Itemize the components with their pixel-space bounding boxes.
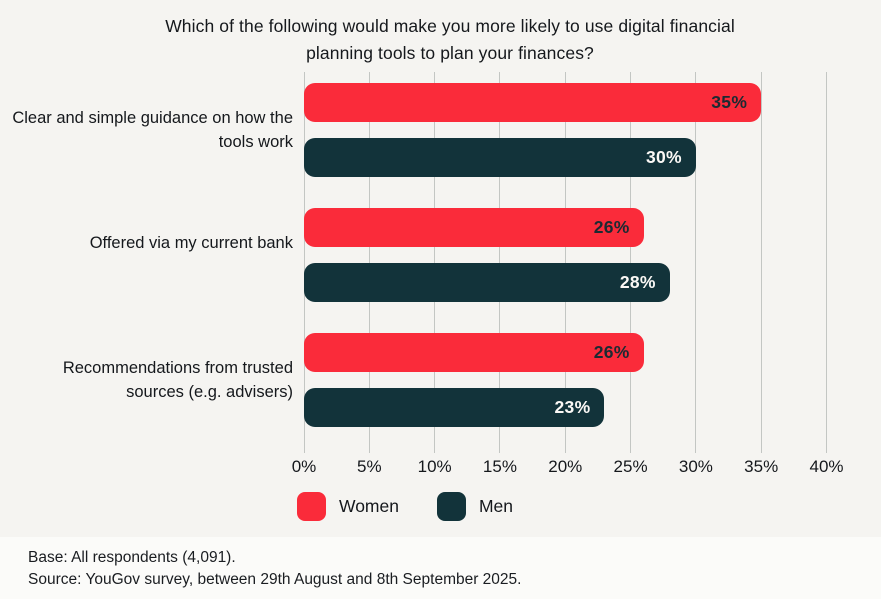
legend-swatch-women [297, 492, 326, 521]
bar-value-label: 30% [645, 147, 682, 167]
legend-label: Men [478, 496, 514, 516]
category-label: Recommendations from trusted sources (e.… [62, 359, 293, 401]
bar-value-label: 26% [593, 217, 630, 237]
x-tick-label: 35% [744, 457, 779, 476]
x-tick-label: 40% [809, 457, 844, 476]
gridline [826, 72, 827, 453]
x-tick-label: 10% [417, 457, 452, 476]
bar-men-0: 30% [304, 138, 696, 177]
gridline [564, 72, 566, 453]
gridline [630, 72, 632, 453]
gridline [760, 72, 762, 453]
bar-women-2: 26% [304, 333, 644, 372]
bar-value-label: 35% [711, 92, 748, 112]
footer-source-note: Source: YouGov survey, between 29th Augu… [28, 571, 522, 588]
bar-men-2: 23% [304, 388, 605, 427]
gridline [499, 72, 501, 453]
footer: Base: All respondents (4,091). Source: Y… [28, 547, 848, 591]
x-tick-label: 20% [548, 457, 583, 476]
x-tick-label: 15% [482, 457, 517, 476]
x-tick-label: 25% [613, 457, 648, 476]
x-tick-label: 0% [291, 457, 317, 476]
bar-women-1: 26% [304, 208, 644, 247]
legend-item-women: Women [297, 492, 399, 521]
bar-men-1: 28% [304, 263, 670, 302]
legend-swatch-men [436, 492, 466, 521]
legend-item-men: Men [436, 492, 514, 521]
chart-title: Which of the following would make you mo… [165, 16, 735, 63]
footer-base-note: Base: All respondents (4,091). [28, 549, 236, 566]
category-label: Clear and simple guidance on how the too… [12, 109, 293, 151]
legend: Women Men [297, 492, 513, 521]
gridline [695, 72, 697, 453]
gridline [434, 72, 436, 453]
bar-value-label: 23% [554, 397, 591, 417]
x-tick-label: 30% [678, 457, 713, 476]
gridline [303, 72, 305, 453]
chart-card: Which of the following would make you mo… [12, 16, 844, 521]
legend-label: Women [339, 496, 399, 516]
bar-value-label: 28% [619, 272, 656, 292]
bar-women-0: 35% [304, 83, 762, 122]
x-tick-label: 5% [357, 457, 382, 476]
gridline [368, 72, 370, 453]
category-label: Offered via my current bank [89, 234, 293, 252]
bar-value-label: 26% [593, 342, 630, 362]
